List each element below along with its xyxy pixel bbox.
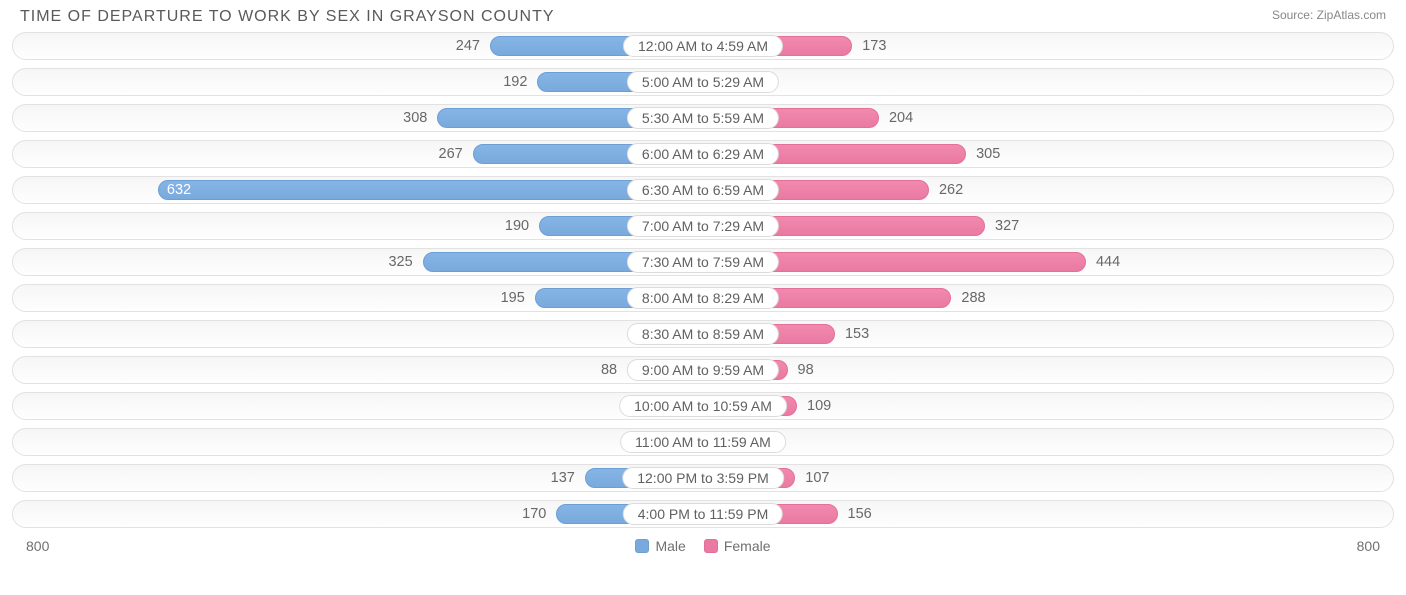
chart-source: Source: ZipAtlas.com (1272, 8, 1386, 22)
male-value-label: 192 (493, 74, 537, 90)
chart-row: 632 262 6:30 AM to 6:59 AM (12, 176, 1394, 204)
chart-row: 192 485:00 AM to 5:29 AM (12, 68, 1394, 96)
male-value-label: 195 (491, 290, 535, 306)
female-half: 4 (703, 432, 1393, 452)
female-value-label: 305 (966, 146, 1010, 162)
male-value-label: 308 (393, 110, 437, 126)
chart-row: 195 288 8:00 AM to 8:29 AM (12, 284, 1394, 312)
female-half: 153 (703, 324, 1393, 344)
female-value-label: 98 (788, 362, 824, 378)
male-value-label: 88 (591, 362, 627, 378)
chart-row: 267 305 6:00 AM to 6:29 AM (12, 140, 1394, 168)
female-half: 444 (703, 252, 1393, 272)
female-half: 173 (703, 36, 1393, 56)
chart-row: 137 107 12:00 PM to 3:59 PM (12, 464, 1394, 492)
female-half: 48 (703, 72, 1393, 92)
chart-row: 88 98 9:00 AM to 9:59 AM (12, 356, 1394, 384)
chart-row: 170 156 4:00 PM to 11:59 PM (12, 500, 1394, 528)
male-value-label: 632 (167, 182, 191, 198)
category-label: 5:30 AM to 5:59 AM (627, 107, 779, 129)
category-label: 6:00 AM to 6:29 AM (627, 143, 779, 165)
chart-row: 52 153 8:30 AM to 8:59 AM (12, 320, 1394, 348)
female-half: 305 (703, 144, 1393, 164)
category-label: 12:00 PM to 3:59 PM (622, 467, 784, 489)
chart-row: 325 444 7:30 AM to 7:59 AM (12, 248, 1394, 276)
female-value-label: 156 (838, 506, 882, 522)
female-half: 327 (703, 216, 1393, 236)
female-value-label: 204 (879, 110, 923, 126)
category-label: 8:00 AM to 8:29 AM (627, 287, 779, 309)
male-value-label: 247 (446, 38, 490, 54)
chart-row: 308 204 5:30 AM to 5:59 AM (12, 104, 1394, 132)
male-value-label: 137 (541, 470, 585, 486)
male-bar: 632 (158, 180, 703, 200)
legend-female-label: Female (724, 538, 771, 554)
category-label: 4:00 PM to 11:59 PM (623, 503, 783, 525)
category-label: 12:00 AM to 4:59 AM (623, 35, 783, 57)
male-half: 195 (13, 288, 703, 308)
male-half: 38 (13, 432, 703, 452)
male-half: 137 (13, 468, 703, 488)
male-half: 52 (13, 324, 703, 344)
chart-row: 247 173 12:00 AM to 4:59 AM (12, 32, 1394, 60)
category-label: 7:00 AM to 7:29 AM (627, 215, 779, 237)
female-value-label: 153 (835, 326, 879, 342)
male-value-label: 325 (378, 254, 422, 270)
legend-male-label: Male (655, 538, 685, 554)
chart-row: 190 327 7:00 AM to 7:29 AM (12, 212, 1394, 240)
female-value-label: 107 (795, 470, 839, 486)
legend-item-male: Male (635, 538, 685, 554)
axis-right-max: 800 (1357, 538, 1380, 554)
chart-header: TIME OF DEPARTURE TO WORK BY SEX IN GRAY… (12, 8, 1394, 26)
category-label: 5:00 AM to 5:29 AM (627, 71, 779, 93)
male-half: 192 (13, 72, 703, 92)
male-half: 267 (13, 144, 703, 164)
legend: Male Female (635, 538, 770, 554)
female-value-label: 109 (797, 398, 841, 414)
chart-area: 247 173 12:00 AM to 4:59 AM 192 485:00 AM to… (12, 32, 1394, 528)
female-half: 98 (703, 360, 1393, 380)
female-swatch-icon (704, 539, 718, 553)
category-label: 9:00 AM to 9:59 AM (627, 359, 779, 381)
male-half: 632 (13, 180, 703, 200)
category-label: 8:30 AM to 8:59 AM (627, 323, 779, 345)
category-label: 11:00 AM to 11:59 AM (620, 431, 786, 453)
axis-left-max: 800 (26, 538, 49, 554)
female-half: 288 (703, 288, 1393, 308)
chart-footer: 800 Male Female 800 (12, 536, 1394, 554)
chart-row: 38411:00 AM to 11:59 AM (12, 428, 1394, 456)
female-half: 262 (703, 180, 1393, 200)
category-label: 10:00 AM to 10:59 AM (619, 395, 787, 417)
female-half: 107 (703, 468, 1393, 488)
male-half: 25 (13, 396, 703, 416)
chart-row: 25 109 10:00 AM to 10:59 AM (12, 392, 1394, 420)
male-swatch-icon (635, 539, 649, 553)
male-half: 190 (13, 216, 703, 236)
female-half: 156 (703, 504, 1393, 524)
female-value-label: 173 (852, 38, 896, 54)
female-value-label: 262 (929, 182, 973, 198)
male-half: 247 (13, 36, 703, 56)
category-label: 6:30 AM to 6:59 AM (627, 179, 779, 201)
male-half: 170 (13, 504, 703, 524)
legend-item-female: Female (704, 538, 771, 554)
female-value-label: 444 (1086, 254, 1130, 270)
male-half: 88 (13, 360, 703, 380)
female-half: 109 (703, 396, 1393, 416)
chart-title: TIME OF DEPARTURE TO WORK BY SEX IN GRAY… (20, 8, 555, 26)
female-half: 204 (703, 108, 1393, 128)
female-value-label: 288 (951, 290, 995, 306)
male-value-label: 190 (495, 218, 539, 234)
category-label: 7:30 AM to 7:59 AM (627, 251, 779, 273)
male-value-label: 267 (429, 146, 473, 162)
female-value-label: 327 (985, 218, 1029, 234)
male-half: 325 (13, 252, 703, 272)
male-value-label: 170 (512, 506, 556, 522)
male-half: 308 (13, 108, 703, 128)
